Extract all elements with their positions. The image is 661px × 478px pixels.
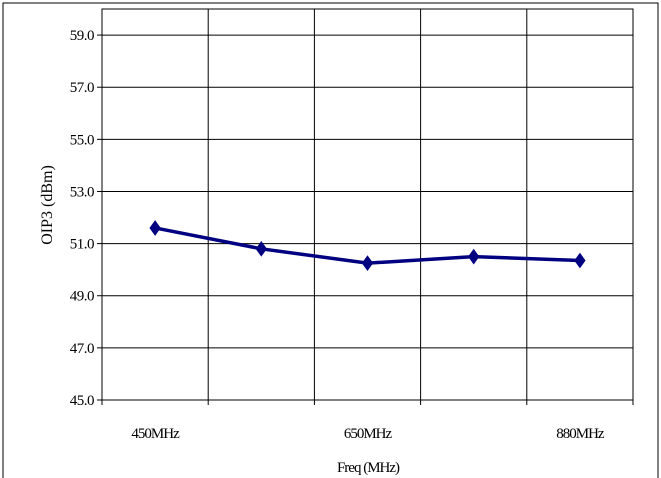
- y-tick-label: 45.0: [70, 393, 94, 409]
- plot-area: [102, 9, 633, 400]
- x-tick-label: 650MHz: [344, 426, 393, 442]
- y-tick-label: 57.0: [70, 80, 94, 96]
- x-tick-label: 880MHz: [556, 426, 605, 442]
- y-tick-label: 51.0: [70, 237, 94, 253]
- y-axis-title: OIP3 (dBm): [39, 165, 56, 245]
- y-tick-label: 49.0: [70, 289, 94, 305]
- y-tick-label: 47.0: [70, 341, 94, 357]
- y-tick-label: 53.0: [70, 184, 94, 200]
- x-tick-label: 450MHz: [131, 426, 180, 442]
- y-tick-label: 59.0: [70, 28, 94, 44]
- y-tick-label: 55.0: [70, 132, 94, 148]
- x-axis-title: Freq (MHz): [337, 460, 400, 476]
